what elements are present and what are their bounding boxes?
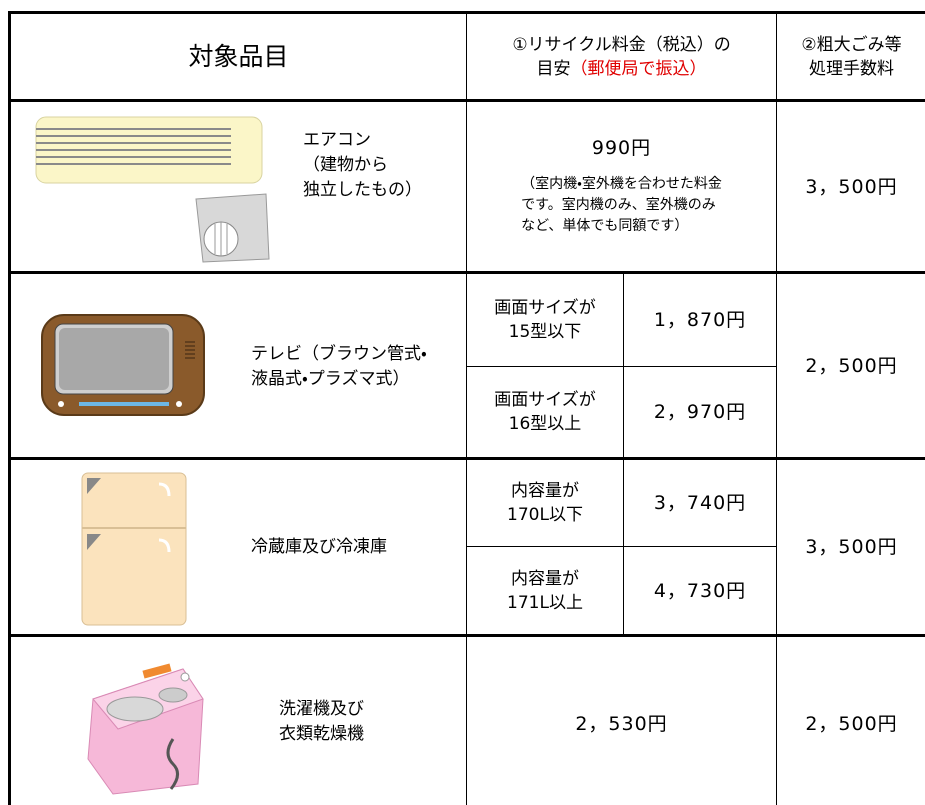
condition: 画面サイズが (494, 390, 596, 410)
item-name: テレビ（ブラウン管式・ 液晶式・プラズマ式） (251, 342, 427, 392)
washer-illustration (87, 663, 204, 795)
row: テレビ（ブラウン管式・ 液晶式・プラズマ式） 画面サイズが 15型以下 1，87… (8, 271, 925, 459)
fridge-illustration (81, 472, 187, 626)
header-cell: 対象品目 (8, 11, 467, 101)
item-name-line: 洗濯機及び (279, 699, 364, 719)
handling-cell: 2，500円 (776, 271, 925, 459)
item-cell: 洗濯機及び 衣類乾燥機 (8, 634, 467, 805)
condition-cell: 内容量が 170L以下 (466, 457, 624, 547)
item-cell: エアコン （建物から 独立したもの） (8, 99, 467, 273)
fee: 990円 (591, 137, 652, 159)
condition: 170L以下 (507, 505, 583, 525)
fee-cell: 2，530円 (465, 634, 778, 805)
fee: 2，970円 (653, 401, 747, 423)
fee-note-line: など、単体でも同額です） (521, 218, 689, 234)
item-cell: テレビ（ブラウン管式・ 液晶式・プラズマ式） (8, 271, 467, 459)
condition-cell: 画面サイズが 15型以下 (466, 271, 624, 367)
fee: 2，530円 (575, 712, 668, 735)
fee-cell: 4，730円 (622, 546, 778, 636)
header-cell: ②粗大ごみ等 処理手数料 (776, 11, 925, 101)
item-name-line: 液晶式・プラズマ式） (251, 369, 410, 389)
row: エアコン （建物から 独立したもの） 990円 （室内機・室外機を合わせた料金 … (8, 99, 925, 273)
fee-note-line: です。室内機のみ、室外機のみ (521, 197, 716, 213)
handling-fee: 2，500円 (805, 354, 898, 377)
handling-fee: 3，500円 (805, 175, 898, 198)
row: 冷蔵庫及び冷凍庫 内容量が 170L以下 3，740円 3，500円 (8, 457, 925, 636)
row: 洗濯機及び 衣類乾燥機 2，530円 2，500円 (8, 634, 925, 805)
header-text: 対象品目 (188, 41, 289, 71)
item-name: 冷蔵庫及び冷凍庫 (251, 535, 387, 560)
item-name: 洗濯機及び 衣類乾燥機 (279, 697, 364, 747)
row: 内容量が 171L以上 4，730円 (10, 546, 925, 636)
header-text: 目安 (536, 58, 571, 79)
fee-note: （室内機・室外機を合わせた料金 です。室内機のみ、室外機のみ など、単体でも同額… (521, 174, 722, 237)
condition: 171L以上 (507, 592, 583, 613)
header-note: （郵便局で振込） (570, 58, 707, 79)
header-text: 処理手数料 (809, 58, 895, 79)
fee-cell: 1，870円 (622, 271, 778, 367)
item-name-line: （建物から (303, 155, 388, 175)
handling-fee: 3，500円 (805, 536, 898, 558)
condition-cell: 内容量が 171L以上 (466, 546, 624, 636)
condition: 15型以下 (508, 322, 582, 342)
fee: 1，870円 (653, 309, 747, 331)
header-row: 対象品目 ①リサイクル料金（税込）の 目安（郵便局で振込） ②粗大ごみ等 処理手… (8, 11, 925, 101)
header-cell: ①リサイクル料金（税込）の 目安（郵便局で振込） (465, 11, 778, 101)
fee-note-line: （室内機・室外機を合わせた料金 (521, 176, 722, 192)
fee: 3，740円 (653, 492, 747, 514)
item-name-line: 独立したもの） (303, 180, 422, 200)
row: 画面サイズが 16型以上 2，970円 (10, 366, 925, 459)
handling-cell: 3，500円 (776, 457, 925, 636)
condition: 16型以上 (508, 414, 582, 434)
handling-cell: 3，500円 (776, 99, 925, 273)
condition: 画面サイズが (494, 298, 596, 318)
item-name: エアコン （建物から 独立したもの） (303, 128, 422, 203)
tv-illustration (41, 314, 205, 416)
fee-table: 対象品目 ①リサイクル料金（税込）の 目安（郵便局で振込） ②粗大ごみ等 処理手… (8, 11, 925, 805)
handling-cell: 2，500円 (776, 634, 925, 805)
item-name-line: 衣類乾燥機 (279, 724, 364, 744)
item-name-line: エアコン (303, 130, 371, 150)
item-name-line: 冷蔵庫及び冷凍庫 (251, 537, 387, 557)
fee-cell: 2，970円 (622, 366, 778, 459)
aircon-illustration (35, 116, 270, 263)
fee-cell: 3，740円 (622, 457, 778, 547)
condition: 内容量が (511, 481, 579, 501)
fee: 4，730円 (653, 579, 747, 602)
condition: 内容量が (511, 568, 579, 589)
header-text: ①リサイクル料金（税込）の (512, 34, 731, 55)
condition-cell: 画面サイズが 16型以上 (466, 366, 624, 459)
handling-fee: 2，500円 (805, 712, 898, 735)
fee-cell: 990円 （室内機・室外機を合わせた料金 です。室内機のみ、室外機のみ など、単… (465, 99, 778, 273)
item-name-line: テレビ（ブラウン管式・ (251, 344, 427, 364)
header-text: ②粗大ごみ等 (801, 34, 902, 55)
item-cell: 冷蔵庫及び冷凍庫 (8, 457, 467, 636)
